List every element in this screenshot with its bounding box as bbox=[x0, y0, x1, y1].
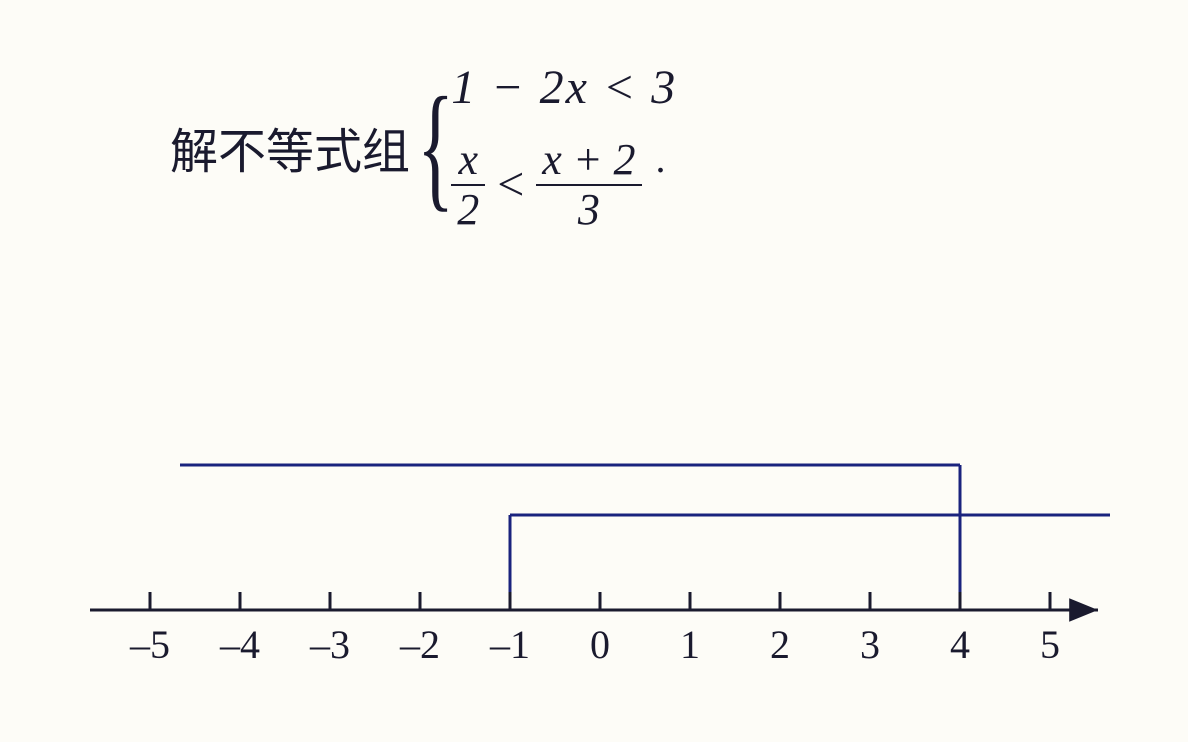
svg-text:5: 5 bbox=[1040, 622, 1060, 667]
svg-text:–2: –2 bbox=[399, 622, 440, 667]
left-brace: { bbox=[417, 84, 454, 210]
svg-text:4: 4 bbox=[950, 622, 970, 667]
inequality-system: 1 − 2x < 3 x 2 < x + 2 3 . bbox=[451, 60, 677, 234]
svg-text:2: 2 bbox=[770, 622, 790, 667]
svg-text:0: 0 bbox=[590, 622, 610, 667]
svg-text:3: 3 bbox=[860, 622, 880, 667]
fraction-left: x 2 bbox=[451, 136, 485, 234]
fraction-right: x + 2 3 bbox=[536, 136, 641, 234]
inequality-1: 1 − 2x < 3 bbox=[451, 60, 677, 115]
svg-text:–4: –4 bbox=[219, 622, 260, 667]
frac-right-den: 3 bbox=[572, 186, 606, 234]
svg-text:–3: –3 bbox=[309, 622, 350, 667]
frac-left-den: 2 bbox=[451, 186, 485, 234]
svg-text:1: 1 bbox=[680, 622, 700, 667]
frac-right-num: x + 2 bbox=[536, 136, 641, 184]
period: . bbox=[656, 135, 666, 182]
less-than-operator: < bbox=[497, 157, 524, 212]
inequality-2: x 2 < x + 2 3 . bbox=[451, 135, 677, 234]
svg-text:–5: –5 bbox=[129, 622, 170, 667]
frac-left-num: x bbox=[452, 136, 484, 184]
problem-label: 解不等式组 bbox=[170, 112, 410, 182]
numberline-diagram: –5 –4 –3 –2 –1 0 1 2 3 4 5 bbox=[50, 420, 1138, 700]
svg-text:–1: –1 bbox=[489, 622, 530, 667]
equation-area: 解不等式组 { 1 − 2x < 3 x 2 < x + 2 3 . bbox=[170, 60, 677, 234]
